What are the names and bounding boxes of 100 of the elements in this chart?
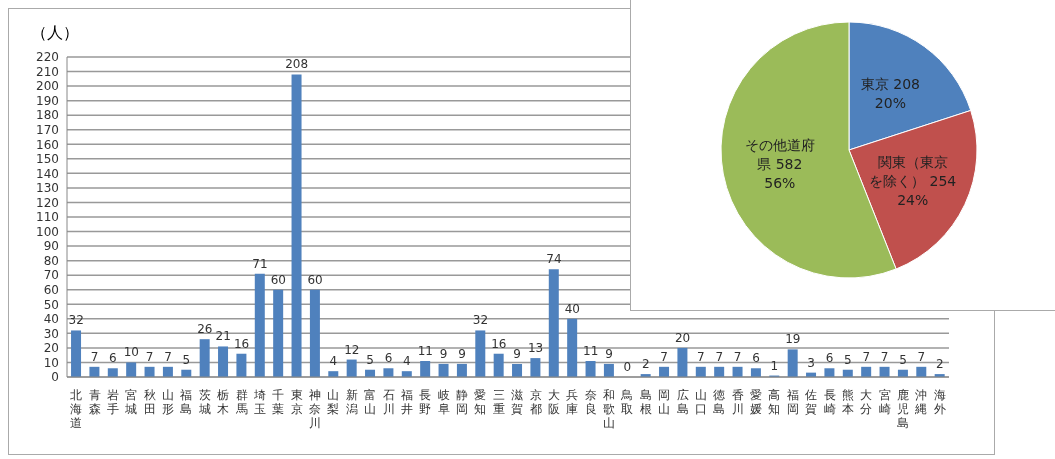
data-label: 3 [807, 355, 816, 370]
data-label: 7 [917, 349, 926, 364]
data-label: 40 [564, 301, 580, 316]
y-axis-title: （人） [31, 23, 79, 44]
data-label: 1 [770, 358, 779, 373]
x-tick-label: 山形 [162, 388, 175, 416]
data-label: 11 [583, 344, 599, 358]
y-tick-label: 170 [36, 122, 59, 137]
data-label: 7 [697, 349, 705, 364]
data-label: 6 [752, 351, 760, 366]
data-label: 21 [215, 329, 231, 344]
x-tick-label: 奈良 [584, 388, 597, 416]
data-label: 6 [825, 351, 834, 366]
data-label: 7 [145, 349, 154, 364]
x-tick-label: 東京 [290, 388, 303, 416]
data-label: 9 [439, 346, 448, 361]
data-label: 5 [182, 352, 191, 367]
y-tick-label: 200 [36, 79, 59, 94]
data-label: 7 [715, 349, 724, 364]
x-tick-label: 山口 [694, 388, 707, 416]
data-label: 7 [880, 349, 889, 364]
x-tick-label: 香川 [731, 388, 744, 416]
data-label: 2 [641, 357, 650, 372]
x-tick-label: 海外 [933, 388, 946, 416]
x-tick-label: 島根 [639, 388, 652, 416]
y-tick-label: 150 [36, 152, 59, 167]
x-tick-label: 熊本 [841, 388, 854, 416]
y-tick-label: 160 [36, 137, 59, 152]
data-label: 60 [270, 272, 286, 287]
x-tick-label: 大阪 [547, 388, 560, 416]
data-label: 60 [307, 272, 323, 287]
data-label: 19 [785, 332, 801, 347]
x-tick-label: 宮城 [124, 388, 138, 416]
x-tick-label: 滋賀 [511, 388, 524, 416]
x-tick-label: 岐阜 [437, 388, 450, 416]
x-tick-label: 千葉 [272, 388, 285, 416]
x-tick-label: 長野 [419, 388, 432, 416]
data-label: 4 [403, 354, 411, 369]
data-label: 6 [109, 351, 117, 366]
x-tick-label: 兵庫 [566, 388, 579, 416]
y-tick-label: 110 [36, 210, 59, 225]
y-tick-label: 120 [36, 195, 59, 210]
x-tick-label: 大分 [860, 388, 873, 416]
y-tick-label: 90 [43, 239, 59, 254]
y-tick-label: 0 [51, 370, 59, 385]
y-tick-label: 140 [36, 166, 59, 181]
data-label: 5 [899, 352, 907, 367]
x-tick-label: 福井 [400, 388, 413, 416]
data-label: 13 [527, 341, 544, 356]
x-tick-label: 神奈川 [309, 388, 322, 430]
x-tick-label: 三重 [492, 388, 505, 416]
data-label: 16 [491, 336, 507, 351]
data-label: 7 [164, 349, 172, 364]
data-label: 6 [384, 351, 393, 366]
slice-label: 関東（東京を除く） 254 [869, 153, 957, 189]
data-label: 24% [897, 191, 929, 208]
y-tick-label: 80 [43, 253, 59, 268]
y-tick-label: 210 [36, 64, 59, 79]
data-label: 9 [458, 346, 466, 361]
data-label: 7 [862, 349, 871, 364]
data-label: 12 [344, 342, 360, 357]
x-tick-label: 福島 [180, 388, 193, 416]
data-label: 5 [844, 352, 852, 367]
data-label: 2 [935, 357, 944, 372]
data-label: 10 [123, 345, 139, 360]
data-label: 7 [733, 349, 742, 364]
x-tick-label: 鹿児島 [897, 388, 910, 430]
data-label: 74 [546, 252, 562, 267]
data-label: 5 [366, 352, 375, 367]
x-tick-label: 広島 [676, 388, 689, 416]
data-label: 71 [252, 256, 268, 271]
data-label: 9 [513, 346, 522, 361]
x-tick-label: 高知 [768, 388, 781, 416]
y-tick-label: 60 [43, 282, 59, 297]
x-tick-label: 山梨 [327, 388, 340, 416]
y-tick-label: 30 [43, 326, 59, 341]
slice-label: 東京 208 [860, 76, 920, 93]
data-label: 11 [417, 344, 433, 358]
x-tick-label: 鳥取 [620, 388, 634, 416]
x-tick-label: 青森 [88, 388, 101, 416]
data-label: 208 [285, 57, 309, 72]
data-label: 9 [605, 346, 613, 361]
x-tick-label: 富山 [364, 388, 377, 416]
slice-label: その他道府県 582 [744, 137, 815, 173]
y-tick-label: 20 [43, 341, 59, 356]
x-tick-label: 茨城 [197, 388, 211, 416]
data-label: 32 [68, 313, 84, 328]
x-tick-label: 長崎 [823, 388, 836, 416]
data-label: 20% [874, 95, 906, 112]
data-label: 7 [90, 349, 99, 364]
x-tick-label: 愛媛 [750, 388, 763, 416]
x-tick-label: 沖縄 [914, 388, 928, 416]
x-tick-label: 秋田 [143, 388, 156, 416]
data-label: 7 [660, 349, 669, 364]
data-label: 0 [623, 360, 632, 374]
y-tick-label: 100 [36, 224, 59, 239]
y-tick-label: 220 [36, 50, 59, 65]
x-tick-label: 佐賀 [805, 388, 818, 416]
data-label: 4 [329, 354, 338, 369]
x-tick-label: 徳島 [713, 388, 726, 416]
